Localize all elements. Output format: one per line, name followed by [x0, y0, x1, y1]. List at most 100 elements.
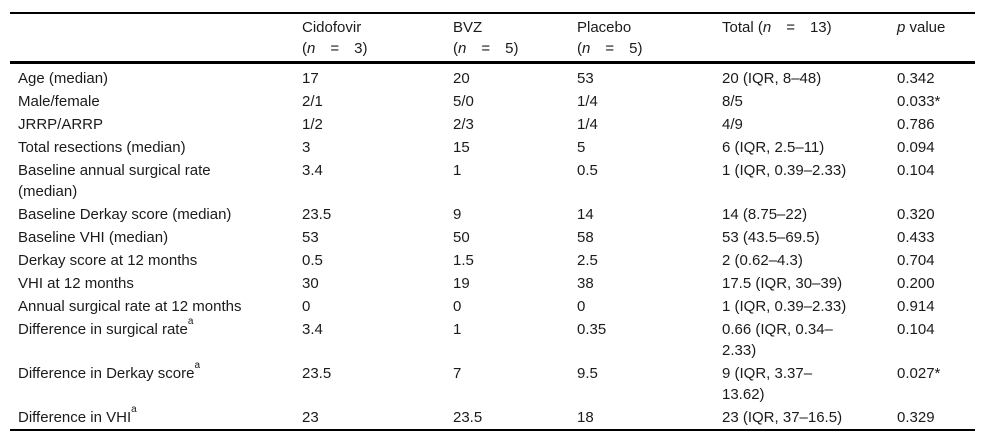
table-cell: 1/4 [577, 113, 722, 136]
cell-value: 0.704 [897, 252, 935, 269]
row-label: Difference in VHI [18, 409, 132, 426]
column-header-total: Total (n = 13) [722, 13, 897, 64]
row-label: VHI at 12 months [18, 275, 134, 292]
header-line: Placebo [577, 17, 722, 38]
cell-value: 0.35 [577, 321, 607, 338]
row-label-cell: Annual surgical rate at 12 months [10, 295, 302, 318]
cell-value: 53 [302, 229, 319, 246]
header-line: p value [897, 17, 975, 38]
table-row: Male/female 2/1 5/0 1/4 8/5 0.033* [10, 90, 975, 113]
cell-value: 1 (IQR, 0.39–2.33) [722, 298, 847, 315]
header-text: n [762, 19, 772, 36]
table-cell: 0.704 [897, 249, 975, 272]
table-cell: 0.104 [897, 159, 975, 203]
header-line: (n = 5) [577, 38, 722, 59]
table-cell: 23 [302, 406, 453, 430]
table-cell: 2/1 [302, 90, 453, 113]
column-header-bvz: BVZ (n = 5) [453, 13, 577, 64]
table-cell: 1 (IQR, 0.39–2.33) [722, 295, 897, 318]
table-cell: 8/5 [722, 90, 897, 113]
table-cell: 23.5 [302, 362, 453, 406]
row-label-cell: JRRP/ARRP [10, 113, 302, 136]
cell-value: 53 [577, 70, 594, 87]
cell-value: 18 [577, 409, 594, 426]
cell-value: 0 [453, 298, 462, 315]
table-cell: 0.027* [897, 362, 975, 406]
cell-value: 20 (IQR, 8–48) [722, 70, 822, 87]
cell-value: 2/1 [302, 93, 323, 110]
cell-value: 3.4 [302, 162, 323, 179]
table-cell: 4/9 [722, 113, 897, 136]
table-row: Difference in Derkay scorea 23.5 7 9.5 9 (IQ… [10, 361, 975, 406]
cell-value: 9 (IQR, 3.37–13.62) [722, 365, 813, 403]
header-line: (n = 3) [302, 38, 453, 59]
table-row: Age (median) 17 20 53 20 (IQR, 8–48) 0.342 [10, 63, 975, 91]
header-text: n [582, 40, 591, 57]
row-label-cell: Male/female [10, 90, 302, 113]
cell-value: 1 [453, 321, 462, 338]
cell-value: 23.5 [302, 206, 332, 223]
row-label: JRRP/ARRP [18, 116, 104, 133]
table-body: Age (median) 17 20 53 20 (IQR, 8–48) 0.342 Mal… [10, 63, 975, 431]
cell-value: 0.433 [897, 229, 935, 246]
table-row: Total resections (median) 3 15 5 6 (IQR, 2.5… [10, 136, 975, 159]
cell-value: 20 [453, 70, 470, 87]
table-cell: 53 [302, 226, 453, 249]
cell-value: 1 (IQR, 0.39–2.33) [722, 162, 847, 179]
cell-value: 0.320 [897, 206, 935, 223]
footnote-marker: a [131, 404, 137, 415]
cell-value: 0.033* [897, 93, 941, 110]
cell-value: 0.104 [897, 162, 935, 179]
header-text: ( [577, 40, 582, 57]
table-row: Annual surgical rate at 12 months 0 0 0 1 (I… [10, 295, 975, 318]
header-text: Cidofovir [302, 19, 362, 36]
cell-value: 53 (43.5–69.5) [722, 229, 820, 246]
header-row: Cidofovir (n = 3) BVZ (n = 5) Placebo (n = 5)… [10, 13, 975, 64]
table-cell: 20 [453, 63, 577, 91]
cell-value: 17 [302, 70, 319, 87]
table-cell: 0.5 [302, 249, 453, 272]
header-text: = [315, 40, 355, 57]
table-cell: 0.786 [897, 113, 975, 136]
table-row: JRRP/ARRP 1/2 2/3 1/4 4/9 0.786 [10, 113, 975, 136]
table-row: Baseline annual surgical rate (median) 3.… [10, 159, 975, 203]
row-label-cell: Difference in VHIa [10, 404, 302, 430]
cell-value: 0.027* [897, 365, 941, 382]
header-text: value [905, 19, 946, 36]
table-cell: 0.433 [897, 226, 975, 249]
row-label-cell: Baseline Derkay score (median) [10, 203, 302, 226]
column-header-p-value: p value [897, 13, 975, 64]
cell-value: 0.914 [897, 298, 935, 315]
row-label: Derkay score at 12 months [18, 252, 198, 269]
cell-value: 0.66 (IQR, 0.34–2.33) [722, 321, 833, 359]
cell-value: 0.104 [897, 321, 935, 338]
table-row: VHI at 12 months 30 19 38 17.5 (IQR, 30–39) 0… [10, 272, 975, 295]
table-cell: 2/3 [453, 113, 577, 136]
footnote-marker: a [187, 316, 194, 327]
table-cell: 0 [453, 295, 577, 318]
header-text: p [897, 19, 906, 36]
cell-value: 2.5 [577, 252, 598, 269]
cell-value: 1.5 [453, 252, 474, 269]
table-row: Baseline VHI (median) 53 50 58 53 (43.5–69.5… [10, 226, 975, 249]
row-label-cell: Difference in surgical ratea [10, 316, 302, 362]
row-label: Male/female [18, 93, 100, 110]
cell-value: 19 [453, 275, 470, 292]
table-cell: 23.5 [453, 406, 577, 430]
header-line: Total (n = 13) [722, 17, 854, 38]
header-text: = [771, 19, 810, 36]
cell-value: 50 [453, 229, 470, 246]
row-label-cell: Total resections (median) [10, 136, 302, 159]
table-cell: 3.4 [302, 318, 453, 362]
table-cell: 38 [577, 272, 722, 295]
table-cell: 1/4 [577, 90, 722, 113]
cell-value: 14 (8.75–22) [722, 206, 808, 223]
cell-value: 15 [453, 139, 470, 156]
table-cell: 20 (IQR, 8–48) [722, 63, 897, 91]
table-cell: 0.66 (IQR, 0.34–2.33) [722, 318, 897, 362]
table-cell: 0.329 [897, 406, 975, 430]
cell-value: 23 (IQR, 37–16.5) [722, 409, 843, 426]
table-row: Derkay score at 12 months 0.5 1.5 2.5 2 (0.6… [10, 249, 975, 272]
cell-value: 1 [453, 162, 462, 179]
